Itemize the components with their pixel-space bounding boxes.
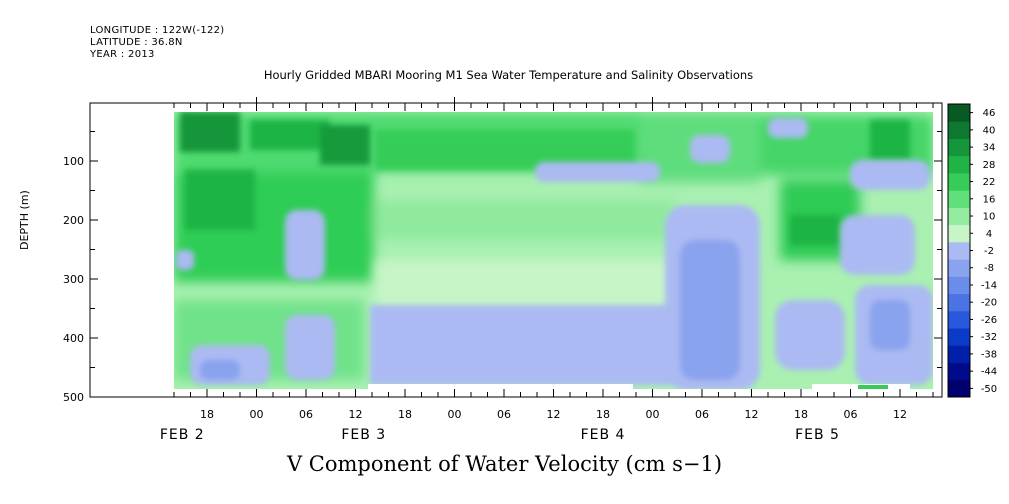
colorbar-label: -26 <box>981 315 997 326</box>
colorbar-label: -8 <box>984 263 994 274</box>
x-tick-labels: 18 00 06 12 18 00 06 12 18 00 06 12 18 06 12 <box>200 408 907 421</box>
x-tick-label: 18 <box>596 408 610 421</box>
y-tick-label: 200 <box>63 214 84 227</box>
x-tick-label: 06 <box>844 408 858 421</box>
colorbar-label: -38 <box>981 349 997 360</box>
y-tick-label: 400 <box>63 332 84 345</box>
colorbar-label: 10 <box>983 212 996 223</box>
date-labels: FEB 2 FEB 3 FEB 4 FEB 5 <box>160 427 840 443</box>
x-tick-label: 06 <box>497 408 511 421</box>
colorbar-label: -14 <box>981 280 997 291</box>
y-tick-labels: 100 200 300 400 500 <box>63 155 84 404</box>
colorbar-swatch <box>948 310 970 329</box>
colorbar-label: 22 <box>983 177 996 188</box>
date-label: FEB 4 <box>581 427 626 443</box>
colorbar-label: -32 <box>981 332 997 343</box>
colorbar-label: -20 <box>981 298 997 309</box>
longitude-label: LONGITUDE : 122W(-122) <box>90 25 225 36</box>
x-tick-label: 06 <box>695 408 709 421</box>
colorbar-swatch <box>948 207 970 226</box>
colorbar-swatch <box>948 259 970 277</box>
date-label: FEB 2 <box>160 427 205 443</box>
colorbar-swatch <box>948 155 970 174</box>
colorbar-swatch <box>948 379 970 398</box>
colorbar-label: -50 <box>981 384 997 395</box>
colorbar-swatch <box>948 241 970 260</box>
colorbar-label: 4 <box>986 229 992 240</box>
x-tick-label: 18 <box>398 408 412 421</box>
x-tick-label: 06 <box>299 408 313 421</box>
y-tick-label: 500 <box>63 391 84 404</box>
variable-title: V Component of Water Velocity (cm s−1) <box>286 452 723 476</box>
heatmap-field <box>174 112 933 389</box>
colorbar-swatch <box>948 172 970 191</box>
x-tick-label: 12 <box>547 408 561 421</box>
colorbar-swatch <box>948 362 970 381</box>
y-tick-label: 300 <box>63 273 84 286</box>
x-tick-label: 18 <box>200 408 214 421</box>
colorbar-swatch <box>948 345 970 364</box>
latitude-label: LATITUDE : 36.8N <box>90 37 183 48</box>
axes-ticks <box>90 97 942 398</box>
colorbar-swatch <box>948 276 970 295</box>
colorbar-label: 40 <box>983 125 996 136</box>
colorbar-label: 28 <box>983 160 996 171</box>
colorbar-swatch <box>948 328 970 346</box>
chart-title: Hourly Gridded MBARI Mooring M1 Sea Wate… <box>263 68 754 82</box>
colorbar-label: 46 <box>983 108 996 119</box>
x-tick-label: 00 <box>646 408 660 421</box>
x-tick-label: 12 <box>349 408 363 421</box>
colorbar-label: 34 <box>983 143 996 154</box>
x-tick-label: 12 <box>893 408 907 421</box>
colorbar-swatch <box>948 121 970 139</box>
x-tick-label: 18 <box>794 408 808 421</box>
x-tick-label: 12 <box>745 408 759 421</box>
colorbar-swatch <box>948 190 970 208</box>
x-tick-label: 00 <box>250 408 264 421</box>
colorbar-label: -2 <box>984 246 994 257</box>
colorbar-swatch <box>948 293 970 312</box>
colorbar-label: 16 <box>983 194 996 205</box>
date-label: FEB 5 <box>795 427 840 443</box>
year-label: YEAR : 2013 <box>90 49 155 60</box>
colorbar: -50 -44 -38 -32 -26 -20 -14 -8 -2 4 10 16 22 28 34 40 46 <box>947 103 997 398</box>
colorbar-swatch <box>948 138 970 157</box>
date-label: FEB 3 <box>341 427 386 443</box>
y-tick-label: 100 <box>63 155 84 168</box>
colorbar-label: -44 <box>981 367 997 378</box>
colorbar-swatch <box>948 104 970 122</box>
colorbar-swatch <box>948 224 970 243</box>
x-tick-label: 00 <box>448 408 462 421</box>
